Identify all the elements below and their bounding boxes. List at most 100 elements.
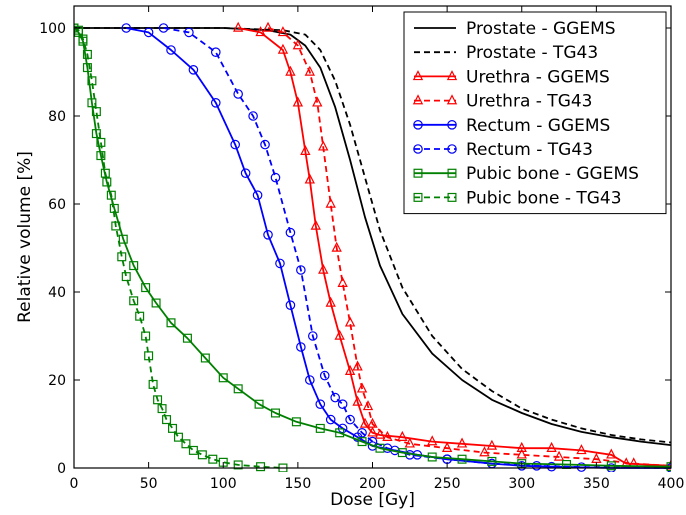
y-axis-label: Relative volume [%] — [15, 151, 35, 323]
series-8-point-9 — [106, 190, 116, 200]
legend-marker-start-3 — [412, 70, 424, 81]
series-6-point-2 — [184, 27, 194, 38]
series-line-8 — [74, 27, 283, 469]
series-4-point-16 — [404, 437, 415, 448]
series-8-point-4 — [82, 49, 92, 59]
series-4-point-10 — [344, 316, 356, 327]
series-3-point-3 — [277, 43, 289, 54]
legend-marker-start-5 — [413, 120, 423, 130]
series-2 — [74, 27, 671, 444]
series-4-point-3 — [292, 39, 304, 50]
series-5-point-6 — [230, 139, 240, 150]
series-6-point-11 — [319, 370, 330, 381]
x-tick-label: 350 — [583, 476, 610, 492]
series-6-point-5 — [248, 111, 258, 121]
series-3-point-12 — [344, 364, 356, 375]
series-7-point-10 — [118, 234, 128, 244]
series-3 — [232, 21, 671, 470]
series-4-point-17 — [441, 441, 453, 452]
series-3-point-21 — [516, 441, 527, 452]
x-tick-label: 0 — [70, 476, 79, 492]
legend-label-6: Rectum - TG43 — [466, 140, 593, 160]
series-5-point-13 — [305, 375, 315, 385]
legend-label-3: Urethra - GGEMS — [466, 67, 610, 87]
series-6-point-3 — [210, 47, 221, 57]
legend: Prostate - GGEMS Prostate - TG43 Urethra -… — [403, 11, 667, 215]
series-7-point-32 — [606, 461, 616, 471]
y-tick-label: 0 — [57, 461, 66, 477]
series-3-point-1 — [232, 21, 244, 32]
series-3-point-8 — [310, 219, 321, 230]
series-3-point-4 — [285, 65, 296, 76]
series-7-point-13 — [151, 298, 161, 308]
x-tick-label: 50 — [140, 476, 158, 492]
series-3-point-5 — [292, 96, 304, 107]
series-7-point-17 — [218, 373, 228, 383]
x-tick-label: 300 — [508, 476, 535, 492]
series-7-point-21 — [291, 417, 301, 427]
series-8-point-20 — [162, 415, 172, 425]
series-3-point-24 — [606, 448, 617, 459]
legend-label-5: Rectum - GGEMS — [466, 116, 610, 136]
series-7-point-29 — [487, 456, 497, 466]
y-tick-label: 60 — [48, 197, 66, 213]
series-5-point-8 — [252, 190, 263, 200]
series-8-point-7 — [96, 137, 106, 147]
series-8-point-11 — [117, 252, 127, 262]
series-4-point-14 — [367, 417, 378, 428]
series-6-point-7 — [270, 172, 281, 183]
series-7-point-25 — [375, 443, 385, 453]
series-4-point-5 — [312, 96, 323, 107]
series-5-point-1 — [121, 23, 132, 33]
series-3-point-6 — [300, 144, 311, 155]
series-8-point-3 — [78, 34, 88, 44]
legend-marker-end-4 — [446, 94, 458, 105]
plot-layer — [74, 21, 671, 472]
series-6 — [158, 23, 671, 472]
series-7-point-4 — [82, 63, 92, 73]
series-7-point-15 — [182, 333, 192, 343]
series-7-point-23 — [335, 428, 345, 438]
series-7-point-11 — [129, 261, 139, 271]
series-6-point-1 — [158, 23, 169, 33]
series-6-point-21 — [531, 460, 542, 471]
legend-marker-start-4 — [412, 94, 424, 105]
series-3-point-2 — [255, 26, 266, 37]
series-8-point-29 — [256, 462, 266, 472]
series-4-point-7 — [325, 197, 336, 208]
series-4-point-23 — [665, 459, 671, 470]
legend-label-2: Prostate - TG43 — [466, 43, 598, 63]
x-tick-label: 150 — [285, 476, 312, 492]
series-8-point-25 — [197, 450, 207, 460]
series-7-point-26 — [397, 448, 407, 458]
legend-marker-end-6 — [447, 144, 457, 154]
series-8-point-6 — [91, 107, 101, 117]
series-8-point-8 — [100, 168, 110, 178]
series-8-point-18 — [153, 395, 163, 405]
x-axis-label: Dose [Gy] — [330, 490, 415, 510]
x-tick-label: 100 — [210, 476, 237, 492]
series-1 — [74, 27, 671, 446]
series-8-point-10 — [111, 221, 121, 231]
series-8-point-16 — [144, 351, 154, 361]
legend-marker-end-7 — [447, 168, 457, 178]
series-line-6 — [163, 27, 671, 469]
series-3-point-13 — [352, 395, 363, 406]
series-8-point-14 — [135, 311, 145, 321]
series-3-point-17 — [397, 430, 408, 441]
series-8-point-28 — [233, 460, 243, 470]
series-line-1 — [74, 27, 671, 446]
series-4-point-13 — [362, 400, 374, 411]
series-4 — [262, 21, 671, 470]
series-4-point-15 — [382, 430, 393, 441]
x-tick-label: 250 — [434, 476, 461, 492]
series-4-point-2 — [277, 26, 289, 37]
series-7-point-27 — [427, 452, 437, 462]
series-line-7 — [74, 27, 671, 468]
series-7-point-8 — [102, 177, 112, 187]
series-3-point-14 — [359, 417, 371, 428]
series-8-point-15 — [141, 331, 151, 341]
series-6-point-13 — [337, 399, 348, 409]
series-line-4 — [267, 27, 671, 467]
series-5-point-12 — [296, 342, 306, 352]
